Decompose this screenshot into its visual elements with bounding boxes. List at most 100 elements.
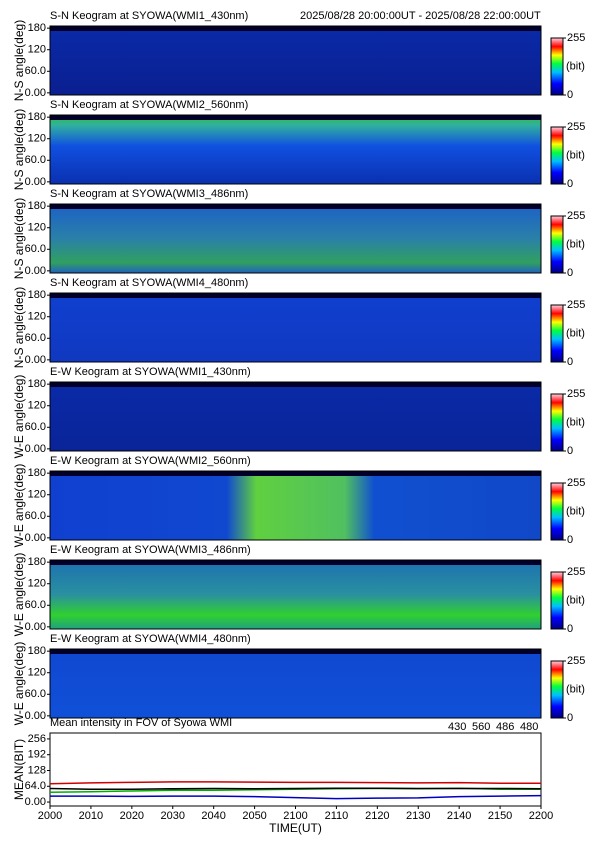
colorbar-label: (bit) <box>566 416 585 428</box>
y-tick-label: 128 <box>28 764 46 776</box>
colorbar-tick-label: 0 <box>567 445 573 457</box>
panel-title: E-W Keogram at SYOWA(WMI2_560nm) <box>50 455 251 467</box>
keogram-image <box>50 293 541 362</box>
colorbar-tick-label: 255 <box>567 210 585 222</box>
colorbar <box>550 571 564 630</box>
y-tick-label: 120 <box>28 667 46 679</box>
plot-frame <box>49 381 542 452</box>
colorbar-tick-label: 255 <box>567 388 585 400</box>
legend-label: 430 <box>448 721 466 733</box>
colorbar-label: (bit) <box>566 594 585 606</box>
y-tick-label: 120 <box>28 133 46 145</box>
y-tick-label: 120 <box>28 311 46 323</box>
y-tick-label: 64.0 <box>25 780 46 792</box>
y-tick-label: 60.0 <box>25 510 46 522</box>
keogram-edge <box>50 204 541 209</box>
keogram-edge <box>50 471 541 476</box>
y-axis-label: N-S angle(deg) <box>12 198 26 279</box>
colorbar-label: (bit) <box>566 683 585 695</box>
keogram-edge <box>50 293 541 298</box>
colorbar <box>550 482 564 541</box>
colorbar-tick-label: 0 <box>567 712 573 724</box>
colorbar-tick-label: 255 <box>567 477 585 489</box>
plot-frame <box>49 203 542 274</box>
x-tick-label: 2030 <box>161 810 185 822</box>
y-axis-label: N-S angle(deg) <box>12 287 26 368</box>
y-axis-label: W-E angle(deg) <box>12 553 26 637</box>
y-axis-label: N-S angle(deg) <box>12 109 26 190</box>
colorbar-label: (bit) <box>566 149 585 161</box>
y-tick-label: 60.0 <box>25 599 46 611</box>
y-tick-label: 60.0 <box>25 243 46 255</box>
y-axis-label: N-S angle(deg) <box>12 20 26 101</box>
colorbar <box>550 126 564 185</box>
y-tick-label: 180 <box>28 200 46 212</box>
colorbar-tick-label: 0 <box>567 356 573 368</box>
y-tick-label: 256 <box>28 733 46 745</box>
panel-title: S-N Keogram at SYOWA(WMI3_486nm) <box>50 188 248 200</box>
y-tick-label: 0.00 <box>25 796 46 808</box>
colorbar-label: (bit) <box>566 238 585 250</box>
x-axis-label: TIME(UT) <box>269 821 322 835</box>
y-tick-label: 0.00 <box>25 354 46 366</box>
x-tick-label: 2020 <box>120 810 144 822</box>
y-tick-label: 180 <box>28 467 46 479</box>
series-line <box>50 794 542 800</box>
y-tick-label: 0.00 <box>25 621 46 633</box>
x-tick-label: 2100 <box>283 810 307 822</box>
x-tick-label: 2000 <box>38 810 62 822</box>
colorbar-label: (bit) <box>566 60 585 72</box>
colorbar-label: (bit) <box>566 505 585 517</box>
y-tick-label: 0.00 <box>25 532 46 544</box>
legend-label: 486 <box>496 721 514 733</box>
plot-frame <box>49 732 542 807</box>
x-tick-label: 2120 <box>365 810 389 822</box>
y-tick-label: 0.00 <box>25 176 46 188</box>
keogram-edge <box>50 560 541 565</box>
colorbar-tick-label: 255 <box>567 299 585 311</box>
colorbar-label: (bit) <box>566 327 585 339</box>
legend-label: 560 <box>472 721 490 733</box>
y-tick-label: 180 <box>28 111 46 123</box>
y-tick-label: 120 <box>28 578 46 590</box>
keogram-image <box>50 649 541 718</box>
colorbar-tick-label: 255 <box>567 655 585 667</box>
y-axis-label: W-E angle(deg) <box>12 464 26 548</box>
panel-title: S-N Keogram at SYOWA(WMI1_430nm) <box>50 10 248 22</box>
colorbar-tick-label: 0 <box>567 178 573 190</box>
y-axis-label: MEAN(BIT) <box>12 739 26 800</box>
x-tick-label: 2150 <box>488 810 512 822</box>
y-tick-label: 60.0 <box>25 65 46 77</box>
y-tick-label: 60.0 <box>25 154 46 166</box>
y-axis-label: W-E angle(deg) <box>12 375 26 459</box>
keogram-image <box>50 382 541 451</box>
plot-frame <box>49 25 542 96</box>
colorbar <box>550 304 564 363</box>
keogram-edge <box>50 382 541 387</box>
y-tick-label: 120 <box>28 44 46 56</box>
y-tick-label: 180 <box>28 378 46 390</box>
keogram-image <box>50 115 541 184</box>
panel-title: Mean intensity in FOV of Syowa WMI <box>50 717 232 729</box>
keogram-edge <box>50 115 541 120</box>
legend-label: 480 <box>520 721 538 733</box>
panel-title: S-N Keogram at SYOWA(WMI2_560nm) <box>50 99 248 111</box>
x-tick-label: 2050 <box>242 810 266 822</box>
y-tick-label: 180 <box>28 22 46 34</box>
keogram-image <box>50 26 541 95</box>
colorbar-tick-label: 255 <box>567 32 585 44</box>
series-line <box>49 787 542 790</box>
y-tick-label: 0.00 <box>25 265 46 277</box>
x-tick-label: 2040 <box>201 810 225 822</box>
keogram-image <box>50 471 541 540</box>
y-tick-label: 120 <box>28 489 46 501</box>
colorbar <box>550 393 564 452</box>
keogram-edge <box>50 649 541 654</box>
colorbar <box>550 215 564 274</box>
colorbar-tick-label: 0 <box>567 534 573 546</box>
y-tick-label: 120 <box>28 400 46 412</box>
y-tick-label: 180 <box>28 289 46 301</box>
x-tick-label: 2200 <box>529 810 553 822</box>
plot-frame <box>49 559 542 630</box>
